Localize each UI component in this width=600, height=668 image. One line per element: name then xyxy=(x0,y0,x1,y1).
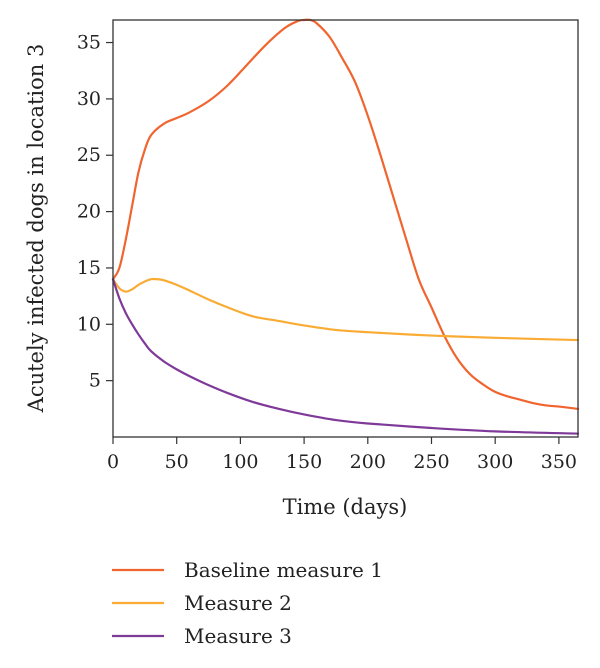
plot-frame xyxy=(112,19,579,438)
series-line-3 xyxy=(111,278,580,435)
y-tick-label: 5 xyxy=(89,370,101,392)
series-line-1 xyxy=(111,18,580,410)
legend-label-1: Baseline measure 1 xyxy=(184,558,383,582)
series-layer xyxy=(111,18,580,435)
y-axis-title: Acutely infected dogs in location 3 xyxy=(24,44,48,414)
y-tick-label: 25 xyxy=(77,144,101,166)
legend-label-3: Measure 3 xyxy=(184,624,292,648)
x-tick-label: 300 xyxy=(477,451,513,473)
y-axis: 5 10 15 20 25 30 35 xyxy=(77,32,113,392)
x-tick-label: 0 xyxy=(107,451,119,473)
y-tick-label: 20 xyxy=(77,201,101,223)
y-tick-label: 30 xyxy=(77,88,101,110)
y-tick-label: 35 xyxy=(77,32,101,54)
series-line-2 xyxy=(111,277,580,342)
x-tick-label: 150 xyxy=(286,451,322,473)
x-tick-label: 50 xyxy=(165,451,189,473)
y-tick-label: 15 xyxy=(77,257,101,279)
x-axis-title: Time (days) xyxy=(283,495,408,519)
y-tick-label: 10 xyxy=(77,313,101,335)
x-tick-label: 350 xyxy=(541,451,577,473)
legend-label-2: Measure 2 xyxy=(184,591,292,615)
x-tick-label: 250 xyxy=(413,451,449,473)
x-tick-label: 100 xyxy=(222,451,258,473)
x-tick-label: 200 xyxy=(350,451,386,473)
x-axis: 0 50 100 150 200 250 300 350 xyxy=(107,437,577,473)
legend: Baseline measure 1 Measure 2 Measure 3 xyxy=(112,558,383,648)
